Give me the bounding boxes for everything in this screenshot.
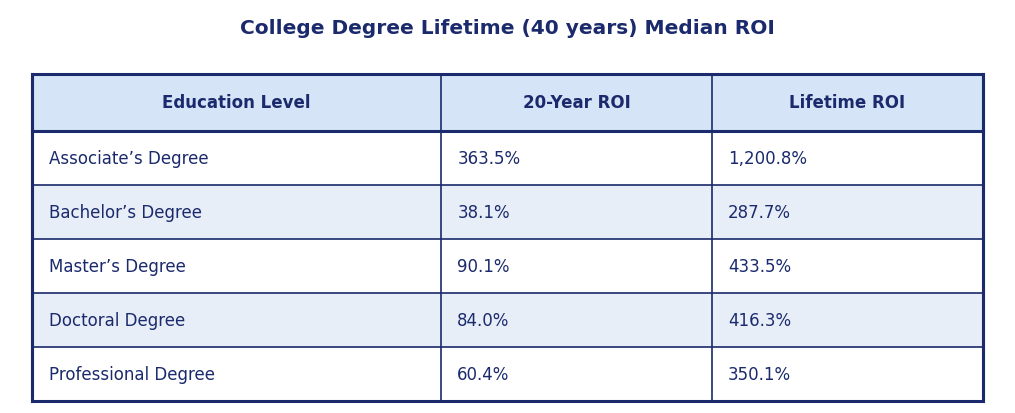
- Text: 416.3%: 416.3%: [728, 311, 791, 329]
- Text: Professional Degree: Professional Degree: [49, 365, 215, 383]
- Text: 20-Year ROI: 20-Year ROI: [523, 94, 630, 112]
- Text: 84.0%: 84.0%: [457, 311, 510, 329]
- Text: 38.1%: 38.1%: [457, 203, 510, 221]
- Text: Bachelor’s Degree: Bachelor’s Degree: [49, 203, 202, 221]
- Text: 90.1%: 90.1%: [457, 257, 510, 275]
- Text: 363.5%: 363.5%: [457, 150, 521, 167]
- Text: 350.1%: 350.1%: [728, 365, 791, 383]
- Text: Associate’s Degree: Associate’s Degree: [49, 150, 208, 167]
- Text: 287.7%: 287.7%: [728, 203, 791, 221]
- Text: Master’s Degree: Master’s Degree: [49, 257, 186, 275]
- Text: College Degree Lifetime (40 years) Median ROI: College Degree Lifetime (40 years) Media…: [241, 19, 774, 38]
- Text: Education Level: Education Level: [162, 94, 311, 112]
- Text: 60.4%: 60.4%: [457, 365, 510, 383]
- Text: 1,200.8%: 1,200.8%: [728, 150, 807, 167]
- Text: Doctoral Degree: Doctoral Degree: [49, 311, 185, 329]
- Text: Lifetime ROI: Lifetime ROI: [789, 94, 905, 112]
- Text: 433.5%: 433.5%: [728, 257, 791, 275]
